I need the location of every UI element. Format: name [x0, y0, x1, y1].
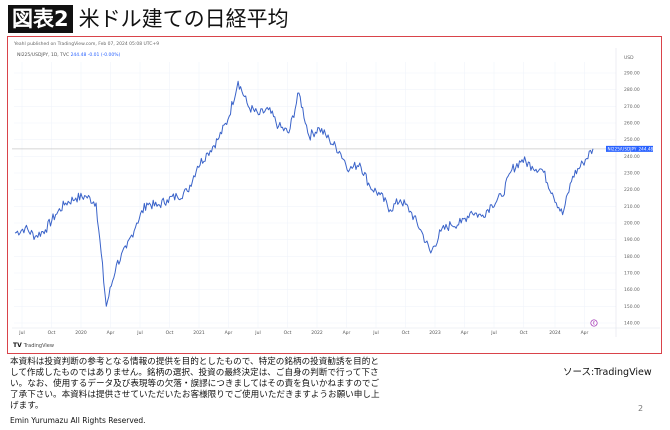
- svg-text:190.00: 190.00: [624, 237, 640, 243]
- svg-text:2020: 2020: [75, 330, 87, 336]
- copyright-text: Emin Yurumazu All Rights Reserved.: [10, 416, 146, 425]
- svg-text:210.00: 210.00: [624, 204, 640, 210]
- svg-text:180.00: 180.00: [624, 254, 640, 260]
- svg-text:Jul: Jul: [254, 330, 260, 336]
- svg-text:Oct: Oct: [284, 330, 292, 336]
- tradingview-logo: TV TradingView: [13, 342, 54, 349]
- svg-text:220.00: 220.00: [624, 187, 640, 193]
- last-value: 244.48: [70, 53, 87, 58]
- svg-text:Apr: Apr: [343, 330, 351, 336]
- disclaimer-text: 本資料は投資判断の参考となる情報の提供を目的としたもので、特定の銘柄の投資勧誘を…: [10, 357, 380, 411]
- svg-text:2023: 2023: [429, 330, 441, 336]
- svg-text:€: €: [593, 321, 596, 326]
- svg-text:2022: 2022: [311, 330, 323, 336]
- x-axis: Jul Oct 2020 Apr Jul Oct 2021 Apr Jul Oct 2022 Apr J…: [18, 330, 588, 336]
- svg-text:150.00: 150.00: [624, 304, 640, 310]
- price-tag: NI225/USDJPY 244.48: [606, 145, 654, 152]
- page-number: 2: [638, 404, 644, 413]
- svg-text:NI225/USDJPY: NI225/USDJPY: [608, 146, 637, 151]
- y-axis: 290.00 280.00 270.00 260.00 250.00 240.00 230.…: [624, 71, 640, 327]
- svg-text:270.00: 270.00: [624, 104, 640, 110]
- source-label: ソース:TradingView: [563, 367, 652, 378]
- price-line: [14, 80, 594, 307]
- tradingview-icon: TV: [13, 342, 22, 349]
- svg-text:230.00: 230.00: [624, 171, 640, 177]
- svg-text:Jul: Jul: [490, 330, 496, 336]
- svg-text:Apr: Apr: [225, 330, 233, 336]
- published-info: Yeahl published on TradingView.com, Feb …: [14, 42, 160, 47]
- svg-text:240.00: 240.00: [624, 154, 640, 160]
- chart-grid: [12, 48, 660, 337]
- svg-text:Jul: Jul: [18, 330, 24, 336]
- page-header: 図表2 米ドル建ての日経平均: [8, 4, 289, 34]
- svg-text:160.00: 160.00: [624, 287, 640, 293]
- svg-text:Oct: Oct: [402, 330, 410, 336]
- svg-text:2021: 2021: [193, 330, 205, 336]
- chart-frame: [7, 36, 662, 354]
- figure-badge: 図表2: [8, 5, 73, 33]
- svg-text:200.00: 200.00: [624, 221, 640, 227]
- svg-text:Apr: Apr: [107, 330, 115, 336]
- symbol-legend: NI225/USDJPY, 1D, TVC 244.48 -0.01 (-0.0…: [17, 53, 120, 58]
- svg-text:244.48: 244.48: [639, 146, 654, 151]
- svg-text:Jul: Jul: [372, 330, 378, 336]
- svg-text:Oct: Oct: [166, 330, 174, 336]
- svg-text:Apr: Apr: [581, 330, 589, 336]
- svg-text:170.00: 170.00: [624, 271, 640, 277]
- change-value: -0.01 (-0.00%): [87, 53, 121, 58]
- page-title: 米ドル建ての日経平均: [78, 7, 289, 31]
- svg-text:2024: 2024: [549, 330, 561, 336]
- symbol-name: NI225/USDJPY, 1D, TVC: [17, 53, 70, 58]
- currency-label: USD: [624, 55, 634, 61]
- earnings-marker-icon[interactable]: €: [590, 319, 598, 327]
- svg-text:260.00: 260.00: [624, 121, 640, 127]
- svg-text:250.00: 250.00: [624, 137, 640, 143]
- svg-text:Oct: Oct: [520, 330, 528, 336]
- svg-text:Oct: Oct: [48, 330, 56, 336]
- svg-text:Jul: Jul: [136, 330, 142, 336]
- svg-text:280.00: 280.00: [624, 87, 640, 93]
- svg-text:290.00: 290.00: [624, 71, 640, 77]
- svg-text:Apr: Apr: [461, 330, 469, 336]
- svg-text:140.00: 140.00: [624, 321, 640, 327]
